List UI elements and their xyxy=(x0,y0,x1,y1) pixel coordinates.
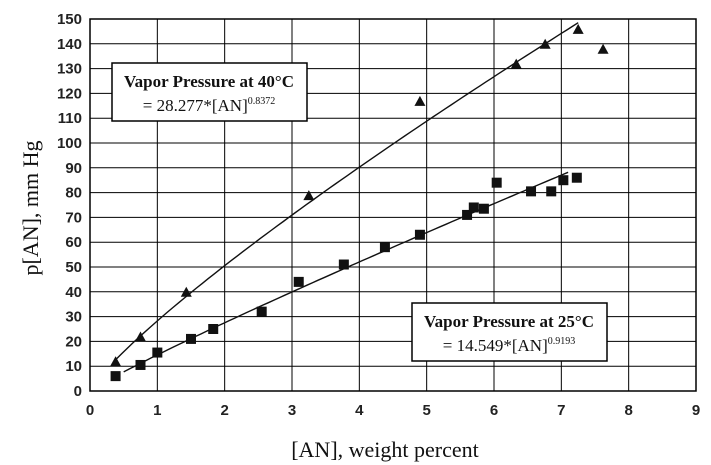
y-tick-label: 50 xyxy=(65,259,82,276)
y-tick-label: 40 xyxy=(65,284,82,301)
point-square xyxy=(546,186,557,197)
point-triangle xyxy=(414,95,426,106)
y-tick-label: 30 xyxy=(65,309,82,326)
x-tick-label: 5 xyxy=(422,402,430,419)
point-triangle xyxy=(110,356,122,367)
point-square xyxy=(526,186,537,197)
x-tick-label: 9 xyxy=(692,402,700,419)
point-square xyxy=(110,371,121,382)
annotation-25c: Vapor Pressure at 25°C = 14.549*[AN]0.91… xyxy=(411,302,608,362)
annotation-25c-title: Vapor Pressure at 25°C xyxy=(424,312,594,331)
x-tick-label: 4 xyxy=(355,402,364,419)
x-tick-label: 7 xyxy=(557,402,565,419)
x-tick-label: 3 xyxy=(288,402,296,419)
annotation-40c-eq-exponent: 0.8372 xyxy=(248,96,276,107)
annotation-25c-equation: = 14.549*[AN]0.9193 xyxy=(443,336,575,355)
y-tick-label: 20 xyxy=(65,333,82,350)
point-triangle xyxy=(135,331,146,342)
point-square xyxy=(558,175,569,186)
y-tick-label: 0 xyxy=(74,383,82,400)
point-square xyxy=(186,333,196,344)
point-square xyxy=(414,229,425,240)
point-square xyxy=(256,306,267,317)
y-tick-label: 80 xyxy=(65,185,82,202)
point-triangle xyxy=(180,286,192,297)
point-square xyxy=(491,177,502,188)
point-square xyxy=(152,347,163,358)
point-square xyxy=(208,324,219,334)
y-tick-label: 70 xyxy=(65,209,82,226)
data-points xyxy=(110,23,609,382)
fit-curve-0 xyxy=(115,22,579,361)
point-square xyxy=(468,202,479,213)
point-square xyxy=(462,209,473,220)
x-axis-ticks: 0 1 2 3 4 5 6 7 8 9 xyxy=(86,402,700,419)
x-tick-label: 0 xyxy=(86,402,94,419)
annotation-25c-eq-exponent: 0.9193 xyxy=(548,336,576,347)
x-tick-label: 1 xyxy=(153,402,161,419)
annotation-40c-equation: = 28.277*[AN]0.8372 xyxy=(143,96,275,115)
x-tick-label: 2 xyxy=(220,402,228,419)
y-tick-label: 140 xyxy=(57,36,82,53)
y-tick-label: 90 xyxy=(65,160,82,177)
point-triangle xyxy=(510,58,522,69)
plot-area-frame xyxy=(89,18,697,392)
annotation-25c-box xyxy=(411,302,608,362)
point-square xyxy=(571,172,582,183)
y-tick-label: 60 xyxy=(65,234,82,251)
annotation-40c-title: Vapor Pressure at 40°C xyxy=(124,72,294,91)
point-square xyxy=(379,242,390,253)
annotation-40c: Vapor Pressure at 40°C = 28.277*[AN]0.83… xyxy=(111,62,308,122)
annotation-40c-eq-prefix: = 28.277*[AN] xyxy=(143,96,248,115)
point-square xyxy=(293,276,304,287)
point-triangle xyxy=(303,190,315,201)
y-tick-label: 110 xyxy=(58,110,82,127)
x-tick-label: 8 xyxy=(624,402,632,419)
annotation-40c-box xyxy=(111,62,308,122)
x-axis-title: [AN], weight percent xyxy=(291,437,479,462)
y-axis-ticks: 0 10 20 30 40 50 60 70 80 90 100 110 120 130 140 150 xyxy=(57,11,82,400)
point-triangle xyxy=(572,23,584,34)
point-triangle xyxy=(597,43,609,54)
point-square xyxy=(478,203,489,214)
y-tick-label: 130 xyxy=(57,61,82,78)
point-triangle xyxy=(539,38,551,49)
y-tick-label: 100 xyxy=(57,135,82,152)
y-tick-label: 150 xyxy=(57,11,82,28)
y-axis-title: p[AN], mm Hg xyxy=(18,140,43,275)
point-square xyxy=(135,359,146,370)
y-tick-label: 120 xyxy=(57,85,82,102)
annotation-25c-eq-prefix: = 14.549*[AN] xyxy=(443,336,548,355)
point-square xyxy=(338,259,349,270)
x-tick-label: 6 xyxy=(490,402,498,419)
y-tick-label: 10 xyxy=(65,358,82,375)
